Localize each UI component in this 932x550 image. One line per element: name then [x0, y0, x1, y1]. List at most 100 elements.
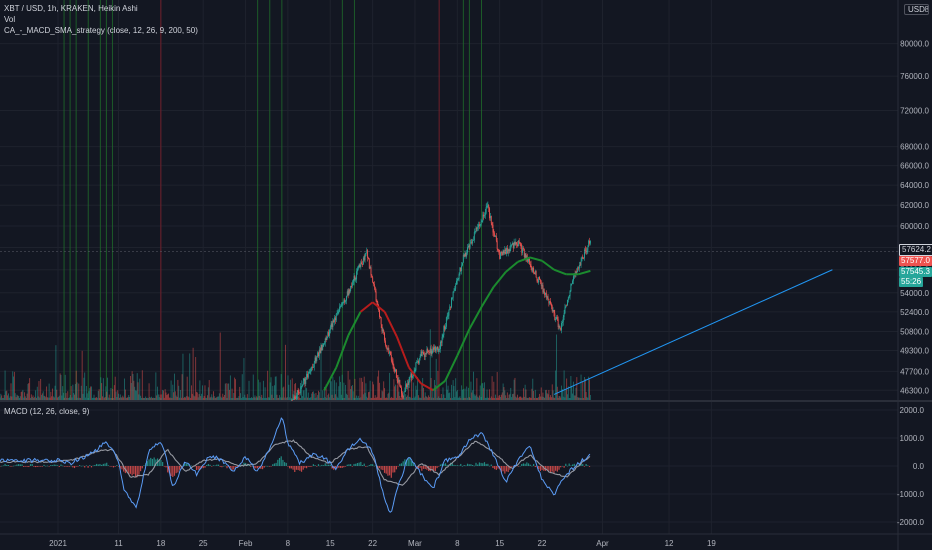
volume-bar [580, 374, 582, 400]
volume-bar [300, 397, 302, 400]
macd-histogram-bar [331, 466, 333, 469]
candle-body [326, 337, 328, 341]
volume-bar [294, 384, 296, 400]
macd-histogram-bar [121, 466, 123, 470]
candle-body [510, 244, 512, 250]
macd-histogram-bar [404, 459, 406, 466]
volume-bar [224, 383, 226, 400]
volume-bar [366, 396, 368, 400]
candle-body [515, 242, 517, 245]
macd-histogram-bar [114, 466, 116, 467]
currency-badge[interactable]: USD [904, 4, 929, 15]
volume-bar [582, 381, 584, 400]
volume-bar [268, 397, 269, 400]
strategy-legend[interactable]: CA_-_MACD_SMA_strategy (close, 12, 26, 9… [4, 26, 198, 35]
volume-bar [506, 392, 508, 400]
candle-body [579, 265, 581, 266]
volume-bar [393, 379, 395, 400]
candle-body [320, 344, 322, 353]
price-axis-label: 60000.0 [900, 222, 929, 231]
volume-bar [133, 380, 135, 400]
macd-histogram-bar [153, 457, 155, 466]
macd-histogram-bar [184, 462, 186, 466]
volume-bar [88, 391, 90, 400]
candle-body [340, 305, 342, 307]
macd-histogram-bar [101, 464, 103, 466]
volume-bar [84, 372, 86, 400]
macd-histogram-bar [79, 465, 81, 466]
candle-body [586, 250, 588, 252]
macd-histogram-bar [350, 464, 352, 466]
volume-bar [429, 329, 431, 400]
candle-body [535, 270, 537, 278]
volume-bar [314, 397, 316, 400]
volume-bar [144, 397, 146, 400]
candle-body [406, 383, 408, 388]
volume-bar [14, 393, 16, 400]
volume-bar [465, 397, 467, 400]
candle-body [447, 315, 449, 317]
macd-histogram-bar [411, 461, 413, 466]
volume-legend[interactable]: Vol [4, 15, 16, 24]
macd-histogram-bar [221, 466, 223, 468]
macd-legend[interactable]: MACD (12, 26, close, 9) [4, 407, 90, 416]
macd-histogram-bar [204, 466, 206, 468]
volume-bar [280, 374, 282, 400]
macd-histogram-bar [11, 466, 13, 467]
volume-bar [550, 395, 551, 400]
volume-bar [13, 376, 15, 400]
volume-bar [500, 397, 502, 400]
candle-body [518, 240, 520, 243]
candle-body [584, 249, 586, 251]
volume-bar [277, 397, 279, 400]
volume-bar [8, 397, 10, 400]
volume-bar [83, 377, 85, 400]
volume-bar [33, 397, 35, 400]
candle-body [433, 347, 435, 350]
volume-bar [58, 395, 60, 400]
volume-bar [218, 393, 220, 400]
volume-bar [494, 397, 496, 400]
volume-bar [241, 374, 243, 400]
volume-bar [412, 382, 414, 400]
candle-body [524, 253, 526, 258]
candle-body [543, 291, 545, 293]
macd-histogram-bar [104, 463, 106, 466]
candle-body [375, 291, 377, 301]
volume-bar [130, 382, 132, 400]
volume-bar [152, 398, 153, 400]
volume-bar [108, 394, 110, 400]
volume-bar [322, 390, 324, 400]
volume-bar [116, 397, 118, 400]
macd-histogram-bar [295, 466, 298, 470]
volume-bar [273, 385, 275, 400]
candle-body [345, 296, 347, 301]
macd-histogram-bar [172, 466, 174, 477]
macd-histogram-bar [444, 463, 447, 466]
candle-body [489, 208, 491, 219]
symbol-legend[interactable]: XBT / USD, 1h, KRAKEN, Heikin Ashi [4, 4, 138, 13]
trend-line[interactable] [0, 251, 898, 395]
macd-histogram-bar [492, 466, 494, 469]
volume-bar [276, 394, 278, 400]
volume-bar [312, 391, 314, 400]
macd-histogram-bar [211, 466, 213, 467]
macd-histogram-bar [483, 462, 486, 466]
candle-body [329, 327, 331, 331]
volume-bar [534, 389, 536, 400]
volume-bar [268, 397, 270, 400]
candle-body [454, 288, 456, 291]
volume-bar [304, 397, 306, 400]
macd-histogram-bar [546, 466, 548, 470]
candle-body [475, 227, 477, 232]
candle-body [417, 361, 419, 362]
macd-histogram-bar [19, 464, 21, 466]
volume-bar [364, 392, 366, 400]
volume-bar [484, 382, 485, 400]
macd-histogram-bar [458, 465, 460, 467]
volume-bar [177, 379, 179, 400]
volume-bar [305, 387, 307, 400]
